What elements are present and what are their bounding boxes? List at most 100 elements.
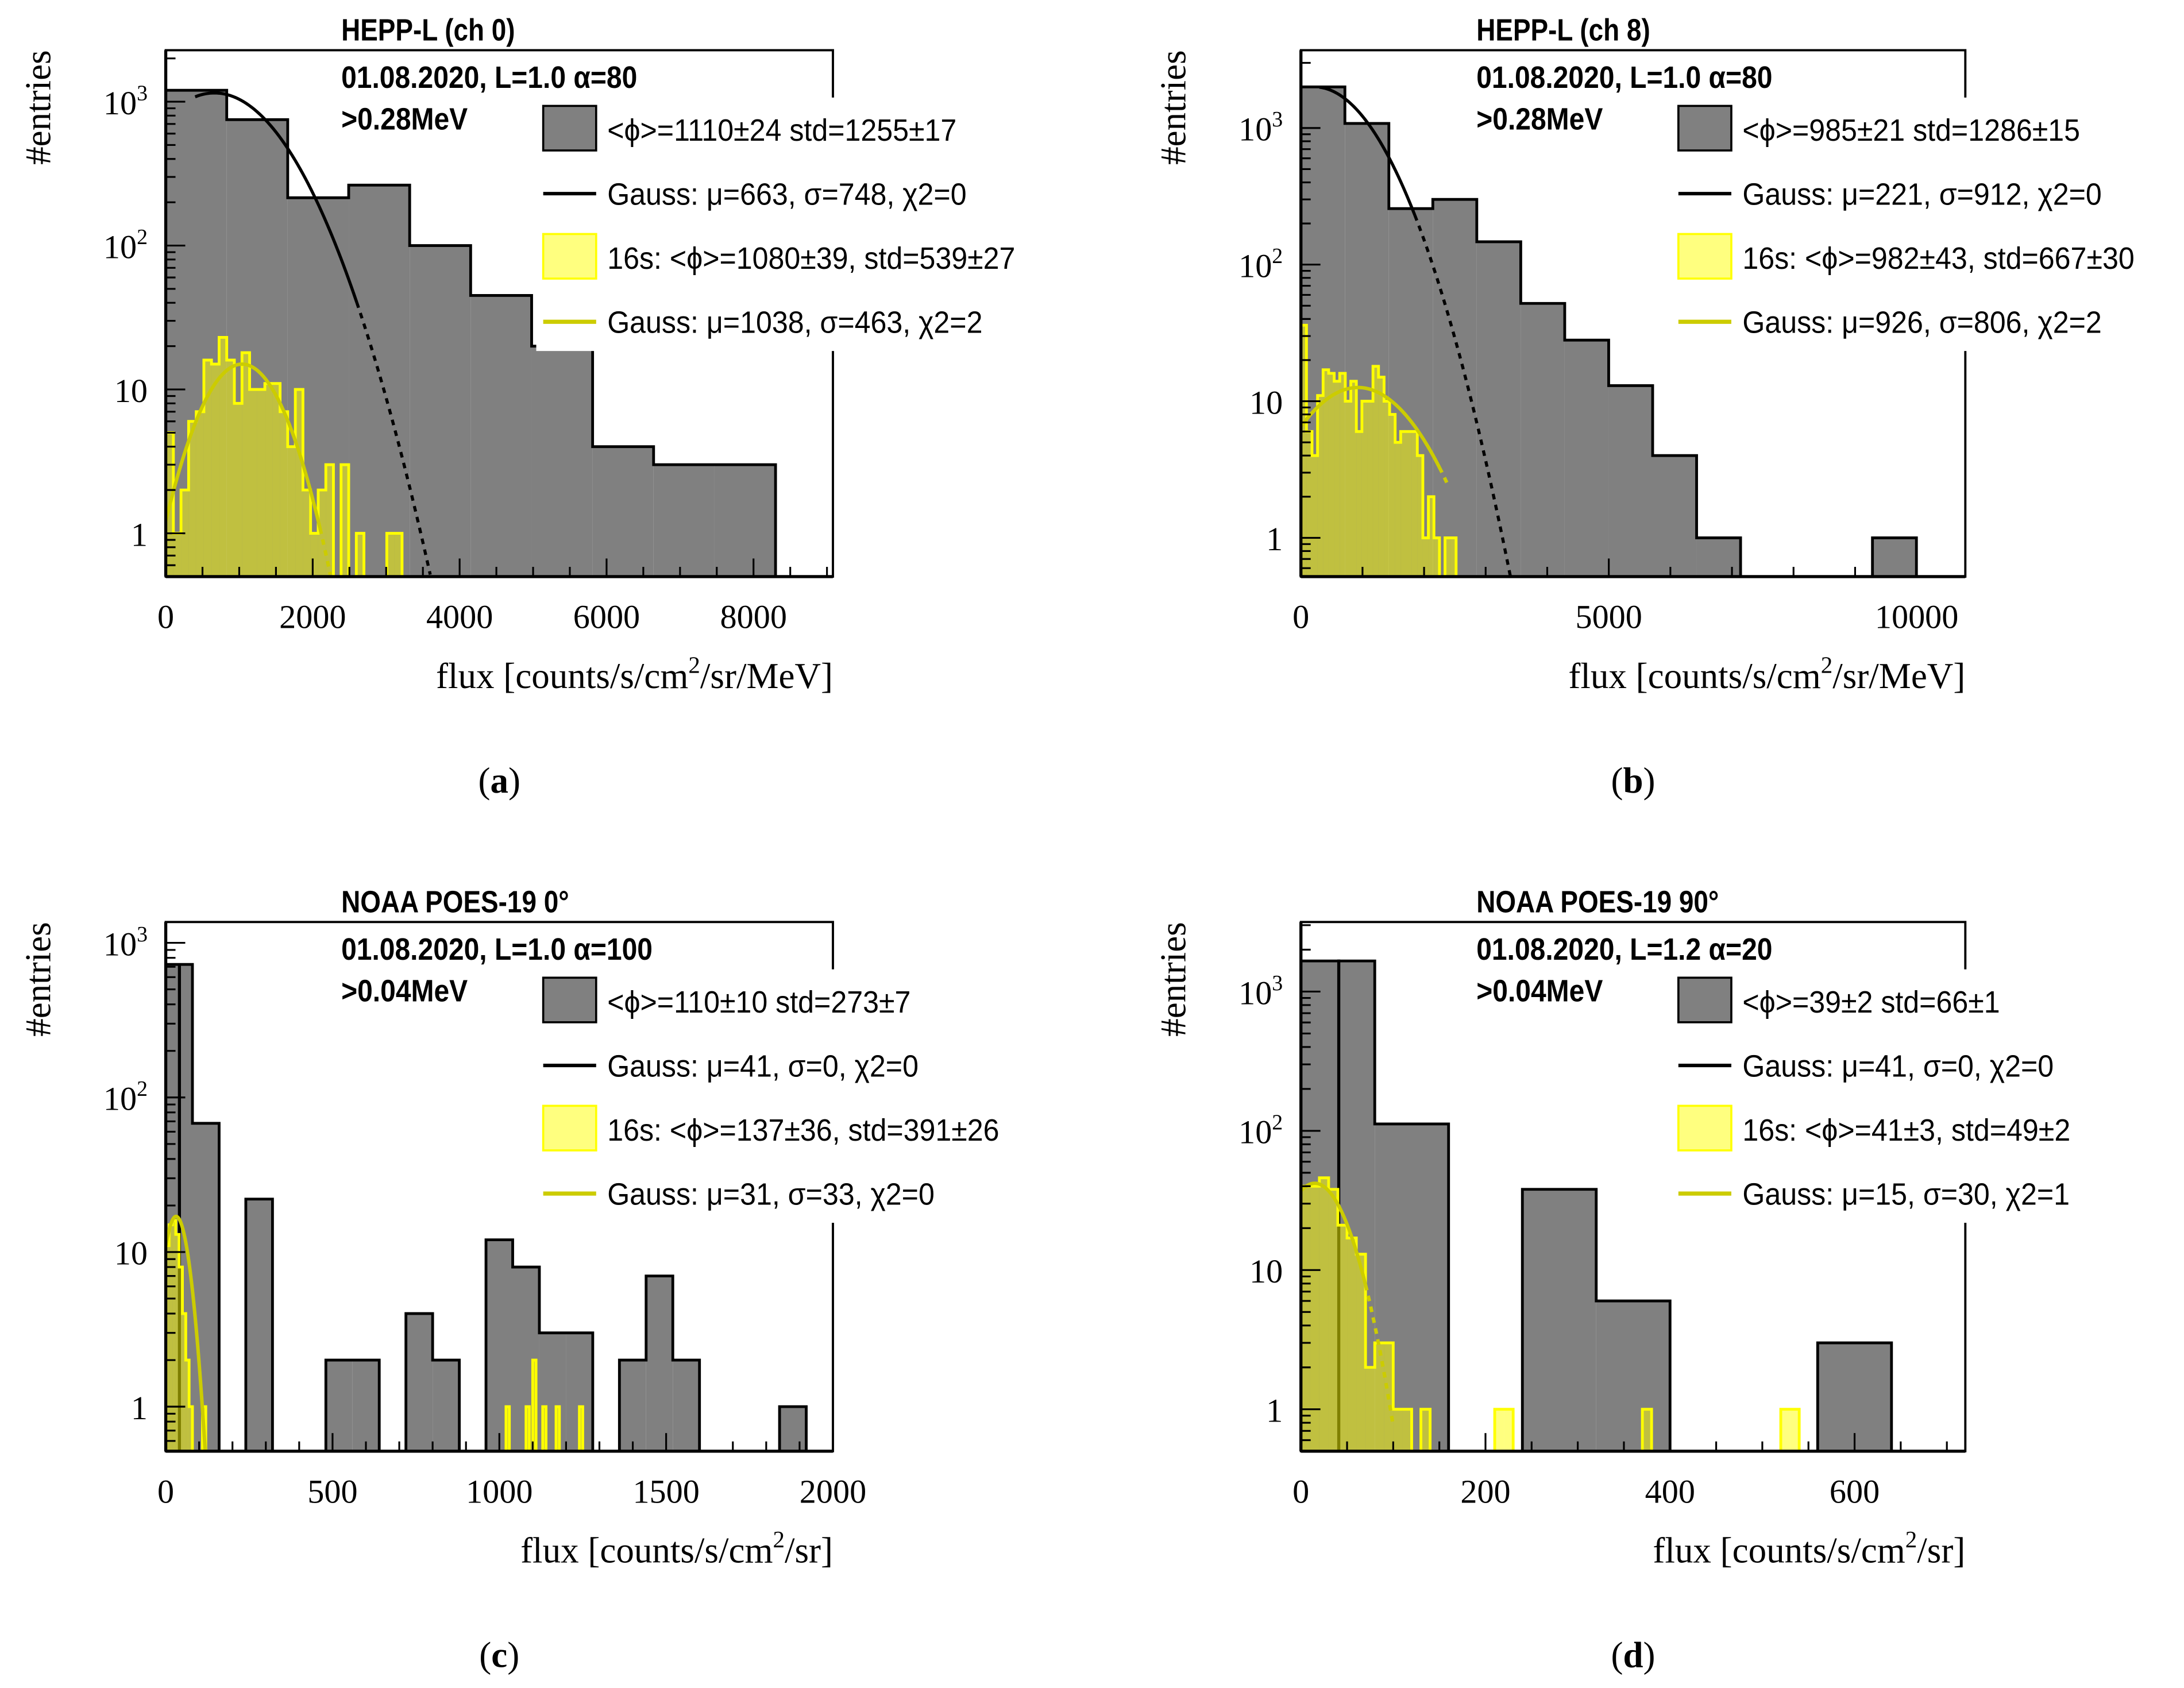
histogram-16s-bin [1402, 1409, 1412, 1451]
y-tick-label: 1 [1266, 520, 1283, 558]
histogram-16s-bin [1378, 377, 1384, 577]
histogram-16s-bin [1421, 1409, 1430, 1451]
histogram-16s-bin [1411, 431, 1418, 577]
legend-entry-full-stats: <ϕ>=39±2 std=66±1 [1742, 984, 2000, 1019]
histogram-full [1301, 85, 1918, 577]
histogram-16s-bin [1422, 538, 1429, 577]
x-tick-label: 2000 [800, 1473, 866, 1510]
plot-area [1301, 959, 1893, 1451]
histogram-16s-bin [326, 465, 334, 577]
caption-letter: b [1623, 760, 1643, 801]
legend-entry-full-stats: <ϕ>=110±10 std=273±7 [607, 984, 910, 1019]
legend-swatch-16s [1677, 233, 1732, 280]
histogram-16s-bin [1495, 1409, 1504, 1451]
histogram-full-bin [470, 295, 532, 577]
panel-title: HEPP-L (ch 8) [1476, 13, 1650, 47]
date-l-alpha-label: 01.08.2020, L=1.0 α=80 [341, 60, 637, 95]
histogram-16s-bin [1301, 1186, 1310, 1451]
legend-entry-gauss-16s: Gauss: μ=31, σ=33, χ2=0 [607, 1177, 935, 1211]
text-part: flux [counts/s/cm [436, 656, 688, 696]
histogram-full-outline [165, 963, 808, 1451]
histogram-16s-bin [394, 533, 402, 577]
y-tick-label: 102 [1238, 244, 1283, 284]
histogram-full-bin [1522, 1189, 1596, 1451]
histogram-16s-bin [182, 1314, 186, 1451]
legend-swatch-full [1677, 976, 1732, 1023]
histogram-16s [1301, 323, 1458, 577]
superscript: 2 [137, 225, 148, 249]
gauss-fit-full-extrapolated [355, 302, 432, 575]
histogram-16s-bin [295, 389, 303, 577]
energy-threshold-label: >0.04MeV [341, 974, 468, 1008]
histogram-16s-bin [1450, 538, 1456, 577]
energy-threshold-label: >0.28MeV [341, 102, 468, 136]
x-tick-label: 0 [1292, 1473, 1309, 1510]
text-part: flux [counts/s/cm [520, 1531, 773, 1571]
histogram-16s-bin [172, 1220, 176, 1451]
caption-paren: ) [1643, 1635, 1656, 1675]
histogram-full-bin [410, 245, 471, 577]
histogram-full-bin [673, 1360, 700, 1451]
text-part: 10 [103, 1080, 137, 1118]
histogram-16s-bin [1406, 431, 1412, 577]
gauss-fit-16s-solid [165, 362, 322, 529]
x-tick-label: 500 [307, 1473, 357, 1510]
histogram-16s-bin [1310, 1186, 1319, 1451]
histogram-16s-bin [1384, 401, 1390, 577]
text-part: 10 [114, 372, 148, 410]
histogram-16s-bin [165, 1245, 169, 1451]
text-part: /sr/MeV] [1832, 656, 1965, 696]
legend-swatch-16s [542, 233, 597, 280]
histogram-16s-bin [542, 1407, 546, 1451]
x-tick-label: 0 [1292, 598, 1309, 636]
histogram-full-bin [780, 1407, 807, 1451]
plot-area [1301, 85, 1918, 577]
legend-entry-16s-stats: 16s: <ϕ>=41±3, std=49±2 [1742, 1113, 2070, 1148]
histogram-full-bin [349, 185, 410, 577]
caption-paren: ) [508, 760, 520, 801]
superscript: 2 [1272, 1110, 1283, 1134]
histogram-16s-bin [280, 411, 288, 577]
y-tick-label: 10 [1249, 384, 1283, 421]
histogram-16s-bin [533, 1360, 537, 1451]
histogram-16s-bin [203, 360, 212, 577]
text-part: 10 [1238, 1114, 1272, 1151]
legend-entry-gauss-full: Gauss: μ=663, σ=748, χ2=0 [607, 177, 966, 211]
histogram-16s-bin [1334, 381, 1340, 577]
histogram-16s-bin [1390, 414, 1395, 577]
histogram-16s-bin [1345, 401, 1351, 577]
histogram-16s-bin [189, 1407, 193, 1451]
histogram-16s-bin [186, 1360, 190, 1451]
histogram-16s-outline [1301, 323, 1458, 577]
text-part: 10 [1238, 248, 1272, 285]
caption-paren: ( [1611, 760, 1623, 801]
histogram-16s-bin [506, 1407, 510, 1451]
x-tick-label: 1000 [466, 1473, 533, 1510]
y-axis-title: #entries [18, 50, 58, 165]
gauss-fit-16s-solid [1301, 1181, 1368, 1285]
text-part: /sr] [1917, 1531, 1965, 1571]
text-part: /sr] [785, 1531, 833, 1571]
histogram-16s-bin [1428, 496, 1434, 577]
y-tick-label: 1 [1266, 1392, 1283, 1430]
histogram-full-bin [1476, 241, 1521, 577]
caption-paren: ( [479, 760, 491, 801]
panel-caption: (d) [1611, 1635, 1655, 1675]
histogram-16s-bin [1417, 455, 1423, 577]
caption-paren: ) [507, 1635, 519, 1675]
y-tick-label: 1 [131, 1389, 148, 1427]
x-tick-label: 10000 [1875, 598, 1958, 636]
histogram-16s-bin [1356, 1254, 1366, 1451]
text-part: 10 [114, 1235, 148, 1272]
legend-background [536, 97, 1066, 351]
legend-swatch-16s [542, 1104, 597, 1152]
histogram-16s-bin [287, 446, 296, 577]
legend-swatch-16s [1677, 1104, 1732, 1152]
histogram-16s-bin [1434, 538, 1440, 577]
histogram-16s-bin [1350, 381, 1357, 577]
histogram-full-bin [1433, 199, 1477, 577]
histogram-full-bin [1696, 538, 1741, 577]
y-axis-title: #entries [1153, 50, 1193, 165]
histogram-full-bin [653, 465, 715, 577]
